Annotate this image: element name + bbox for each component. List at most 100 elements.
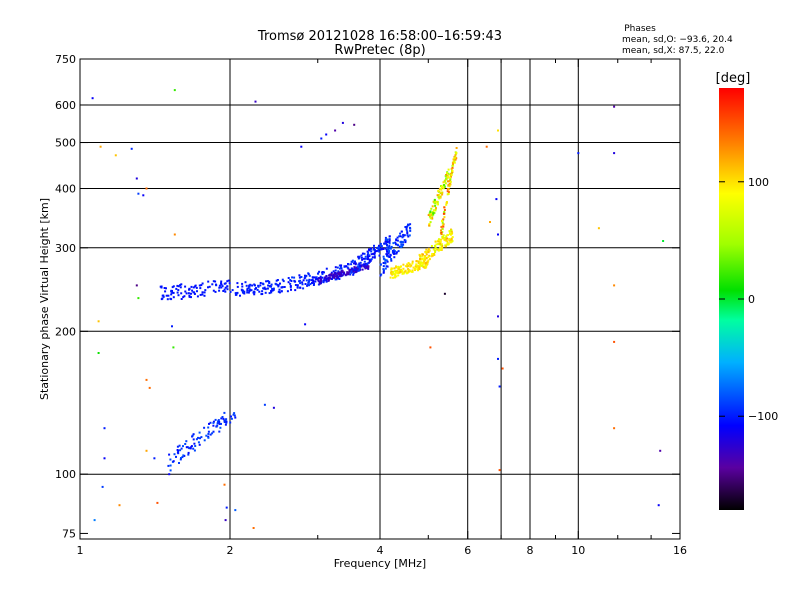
- data-point: [299, 286, 302, 289]
- data-point: [413, 268, 416, 271]
- data-point: [442, 187, 445, 190]
- data-point: [363, 252, 366, 255]
- data-point: [179, 284, 182, 286]
- data-point: [407, 269, 410, 272]
- data-point: [455, 147, 458, 149]
- data-point: [289, 285, 292, 287]
- data-point: [241, 282, 244, 285]
- data-point: [322, 281, 325, 284]
- data-point: [172, 460, 175, 463]
- data-point: [370, 247, 373, 250]
- data-point: [163, 287, 166, 289]
- data-point: [406, 232, 409, 235]
- data-point: [357, 255, 360, 258]
- data-point: [613, 340, 616, 343]
- data-point: [434, 209, 437, 212]
- data-point: [439, 240, 442, 243]
- data-point: [334, 271, 337, 274]
- x-tick-label: 16: [673, 544, 687, 557]
- data-point: [382, 271, 385, 274]
- data-point: [223, 282, 226, 285]
- data-point: [197, 441, 200, 444]
- data-point: [431, 253, 434, 256]
- data-point: [452, 163, 454, 165]
- data-point: [175, 287, 178, 290]
- data-point: [223, 411, 226, 414]
- data-point: [435, 248, 438, 251]
- data-point: [271, 288, 274, 290]
- x-tick-label: 4: [377, 544, 384, 557]
- data-point: [443, 292, 446, 295]
- data-point: [196, 290, 198, 293]
- data-point: [212, 424, 215, 427]
- y-tick-label: 400: [55, 183, 76, 196]
- data-point: [442, 181, 445, 184]
- data-point: [355, 266, 358, 269]
- data-point: [270, 283, 273, 286]
- data-point: [178, 462, 180, 464]
- data-point: [220, 280, 223, 283]
- data-point: [443, 211, 446, 213]
- data-point: [203, 439, 206, 442]
- data-point: [384, 239, 387, 241]
- data-point: [281, 286, 284, 289]
- data-point: [358, 255, 361, 258]
- data-point: [400, 243, 403, 246]
- data-point: [318, 270, 321, 273]
- axes: 1 2 4 6 8 10 16 75 100 200 300 400 500 600 750: [55, 53, 687, 557]
- data-point: [179, 449, 182, 452]
- data-point: [236, 282, 239, 285]
- data-point: [266, 287, 269, 290]
- data-point: [395, 251, 398, 254]
- data-point: [175, 455, 177, 458]
- data-point: [429, 214, 432, 217]
- data-point: [407, 235, 410, 238]
- data-point: [448, 238, 451, 241]
- data-point: [162, 295, 165, 298]
- data-point: [212, 421, 215, 424]
- data-point: [430, 207, 433, 210]
- data-point: [137, 192, 140, 195]
- data-point: [261, 282, 264, 285]
- data-point: [347, 263, 350, 266]
- y-tick-label: 750: [55, 53, 76, 66]
- data-point: [352, 273, 355, 276]
- data-point: [226, 288, 229, 291]
- data-point: [442, 212, 445, 215]
- data-point: [378, 250, 381, 253]
- data-point: [389, 247, 392, 250]
- data-point: [214, 280, 217, 283]
- data-point: [316, 277, 318, 280]
- data-point: [156, 501, 159, 504]
- data-point: [325, 133, 328, 136]
- data-point: [207, 286, 209, 289]
- data-point: [427, 251, 430, 254]
- data-point: [422, 261, 425, 264]
- data-point: [374, 250, 377, 253]
- data-point: [349, 273, 352, 276]
- data-point: [165, 287, 167, 290]
- data-point: [248, 284, 251, 287]
- data-point: [498, 385, 501, 388]
- data-point: [365, 263, 368, 266]
- colorbar-ticks: 100 0 −100: [719, 176, 778, 423]
- data-point: [215, 425, 218, 428]
- data-point: [306, 283, 309, 286]
- data-point: [373, 253, 376, 256]
- data-point: [422, 265, 425, 268]
- data-point: [347, 271, 350, 274]
- data-point: [376, 247, 379, 250]
- data-point: [145, 187, 148, 190]
- data-point: [330, 273, 333, 276]
- data-point: [363, 265, 366, 268]
- data-point: [251, 284, 254, 287]
- data-point: [182, 296, 185, 299]
- data-points: [91, 89, 665, 529]
- data-point: [177, 285, 180, 288]
- data-point: [368, 259, 371, 262]
- data-point: [331, 278, 333, 280]
- data-point: [395, 271, 397, 274]
- data-point: [613, 284, 616, 287]
- data-point: [394, 269, 397, 272]
- data-point: [224, 519, 227, 522]
